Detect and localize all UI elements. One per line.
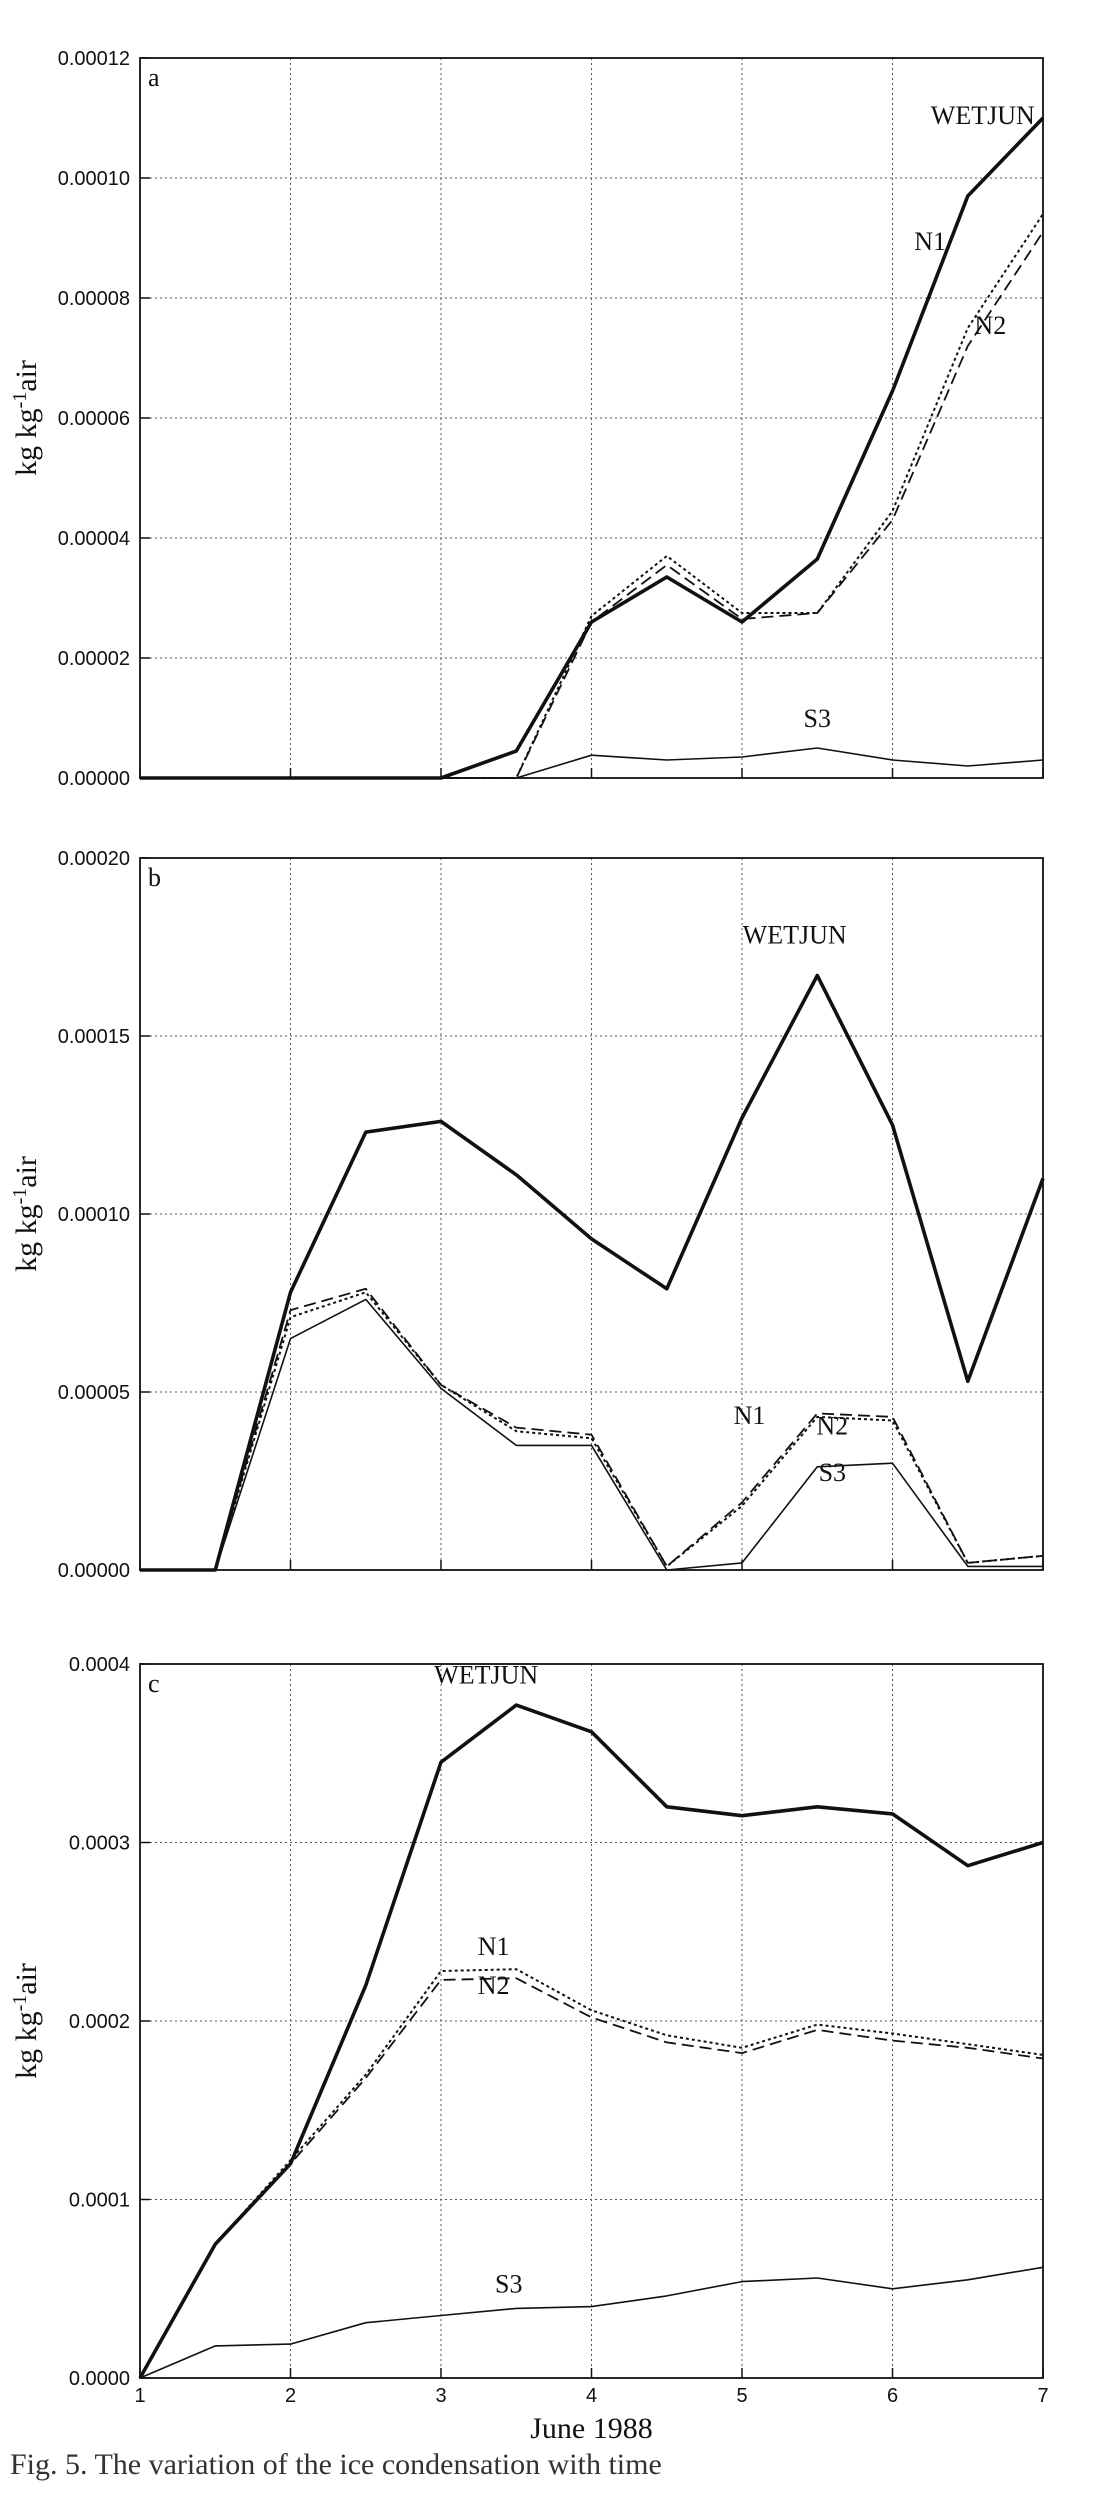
series-label-n2: N2: [974, 311, 1006, 340]
y-axis-label-suffix: air: [10, 1156, 43, 1188]
y-tick-label: 0.0003: [69, 1833, 130, 1855]
y-tick-label: 0.00005: [58, 1382, 130, 1404]
series-label-wetjun: WETJUN: [743, 920, 847, 949]
y-tick-label: 0.00008: [58, 288, 130, 310]
x-tick-label: 3: [435, 2385, 446, 2407]
y-tick-label: 0.00004: [58, 528, 130, 550]
figure-caption: Fig. 5. The variation of the ice condens…: [10, 2448, 662, 2481]
series-label-n2: N2: [816, 1412, 848, 1441]
y-axis-label: kg kg-1air: [9, 360, 43, 476]
y-tick-label: 0.00006: [58, 408, 130, 430]
x-tick-label: 5: [736, 2385, 747, 2407]
y-axis-label-main: kg kg: [10, 1204, 43, 1272]
chart-panel-c: 1 2 3 4 5 6 7 0.0000 0.0001 0.0002 0.0003 0.0004 kg …: [9, 1654, 1049, 2445]
y-tick-label: 0.00010: [58, 1204, 130, 1226]
series-label-n2: N2: [478, 1971, 510, 2000]
series-label-wetjun: WETJUN: [434, 1661, 538, 1690]
chart-panel-a: 0.00000 0.00002 0.00004 0.00006 0.00008 0.000…: [9, 48, 1045, 790]
series-label-s3: S3: [819, 1458, 846, 1487]
y-tick-label: 0.00020: [58, 848, 130, 870]
y-tick-label: 0.0001: [69, 2190, 130, 2212]
chart-panel-b: 0.00000 0.00005 0.00010 0.00015 0.00020 kg kg…: [9, 848, 1045, 1582]
series-label-n1: N1: [914, 227, 946, 256]
y-axis-label-sup: -1: [9, 1995, 31, 2012]
y-tick-label: 0.00000: [58, 768, 130, 790]
y-tick-label: 0.00015: [58, 1026, 130, 1048]
y-tick-label: 0.0004: [69, 1654, 130, 1676]
y-tick-label: 0.0002: [69, 2011, 130, 2033]
y-tick-label: 0.00010: [58, 168, 130, 190]
x-tick-label: 2: [285, 2385, 296, 2407]
y-axis-label: kg kg-1air: [9, 1156, 43, 1272]
panel-letter: b: [148, 863, 161, 892]
y-axis-label-suffix: air: [10, 360, 43, 392]
x-tick-label: 4: [586, 2385, 597, 2407]
y-axis-label-suffix: air: [10, 1963, 43, 1995]
y-tick-label: 0.0000: [69, 2368, 130, 2390]
series-line-s3: [139, 2266, 1044, 2379]
series-label-s3: S3: [495, 2269, 522, 2298]
x-tick-label: 6: [887, 2385, 898, 2407]
y-axis-label-sup: -1: [9, 1188, 31, 1205]
y-tick-label: 0.00012: [58, 48, 130, 70]
y-axis-label-main: kg kg: [10, 2011, 43, 2079]
series-line-wetjun: [140, 973, 1045, 1572]
series-line-wetjun: [138, 1703, 1044, 2379]
panel-letter: c: [148, 1669, 160, 1698]
x-tick-label: 7: [1037, 2385, 1048, 2407]
panel-letter: a: [148, 63, 160, 92]
series-line-wetjun: [140, 116, 1045, 780]
series-label-s3: S3: [804, 704, 831, 733]
series-line-s3: [140, 1298, 1043, 1571]
y-axis-label-sup: -1: [9, 392, 31, 409]
series-label-wetjun: WETJUN: [931, 101, 1035, 130]
series-label-n1: N1: [478, 1932, 510, 1961]
x-tick-label: 1: [134, 2385, 145, 2407]
y-axis-label: kg kg-1air: [9, 1963, 43, 2079]
series-line-n1: [140, 1287, 1044, 1571]
y-axis-label-main: kg kg: [10, 408, 43, 476]
y-tick-label: 0.00000: [58, 1560, 130, 1582]
y-tick-label: 0.00002: [58, 648, 130, 670]
x-axis-label: June 1988: [530, 2412, 653, 2445]
series-label-n1: N1: [734, 1401, 766, 1430]
